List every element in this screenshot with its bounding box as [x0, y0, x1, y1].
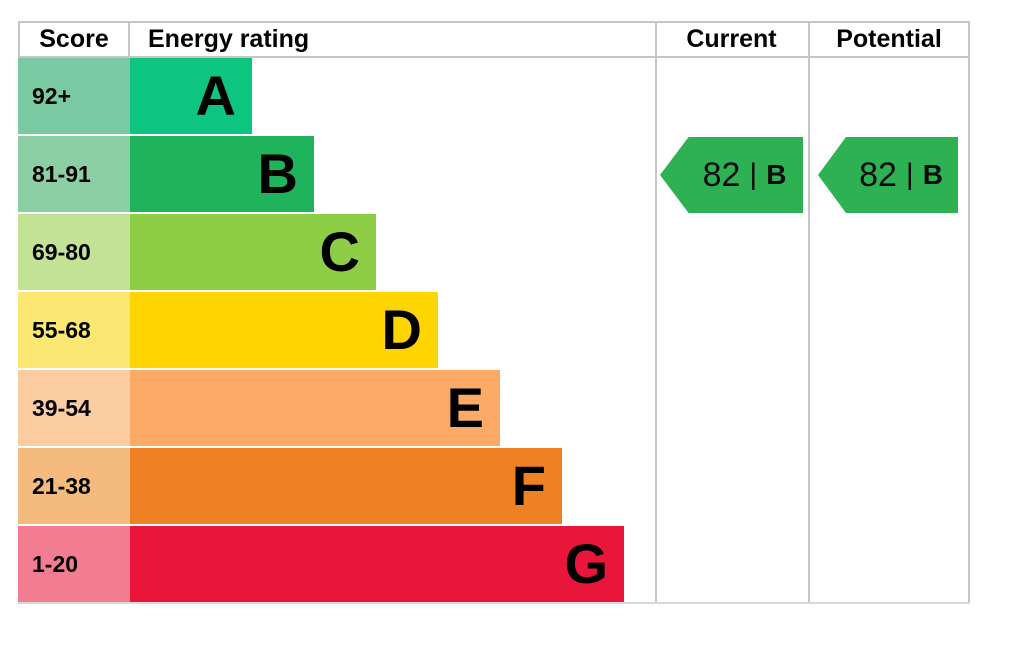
score-range: 55-68 — [18, 292, 130, 368]
band-rows: 92+ A 81-91 B 69-80 C 55-68 D 39-54 E 21… — [18, 58, 655, 604]
band-row-c: 69-80 C — [18, 214, 655, 292]
column-divider — [655, 21, 657, 604]
band-bar: E — [130, 370, 500, 446]
band-bar: A — [130, 58, 252, 134]
header-current: Current — [686, 25, 777, 53]
table-right-border — [968, 21, 970, 604]
band-letter: E — [446, 376, 484, 439]
score-range: 69-80 — [18, 214, 130, 290]
current-rating-letter: B — [766, 159, 787, 190]
band-bar: C — [130, 214, 376, 290]
band-row-b: 81-91 B — [18, 136, 655, 214]
band-row-g: 1-20 G — [18, 526, 655, 604]
band-letter: D — [381, 298, 422, 361]
band-row-a: 92+ A — [18, 58, 655, 136]
header-energy-rating: Energy rating — [148, 25, 310, 53]
band-letter: B — [257, 142, 298, 205]
score-range: 1-20 — [18, 526, 130, 602]
potential-rating-arrow: 82 | B — [818, 137, 958, 213]
score-range: 21-38 — [18, 448, 130, 524]
header-potential: Potential — [836, 25, 942, 53]
table-bottom-border — [18, 602, 970, 604]
score-range: 92+ — [18, 58, 130, 134]
score-range: 81-91 — [18, 136, 130, 212]
band-row-f: 21-38 F — [18, 448, 655, 526]
band-letter: F — [511, 454, 546, 517]
band-bar: B — [130, 136, 314, 212]
band-letter: C — [319, 220, 360, 283]
band-row-d: 55-68 D — [18, 292, 655, 370]
band-bar: G — [130, 526, 624, 602]
band-bar: F — [130, 448, 562, 524]
header-score: Score — [18, 23, 130, 56]
current-score: 82 — [702, 155, 741, 194]
arrow-separator: | — [905, 158, 914, 191]
epc-rating-chart: Score Energy rating Current Potential 92… — [18, 21, 970, 604]
arrow-separator: | — [749, 158, 758, 191]
band-bar: D — [130, 292, 438, 368]
column-divider — [808, 21, 810, 604]
potential-score: 82 — [859, 155, 897, 194]
band-letter: A — [195, 64, 236, 127]
band-row-e: 39-54 E — [18, 370, 655, 448]
band-letter: G — [564, 532, 608, 595]
score-range: 39-54 — [18, 370, 130, 446]
current-rating-arrow: 82 | B — [660, 137, 803, 213]
table-header: Score Energy rating Current Potential — [18, 21, 970, 58]
potential-rating-letter: B — [922, 159, 943, 190]
